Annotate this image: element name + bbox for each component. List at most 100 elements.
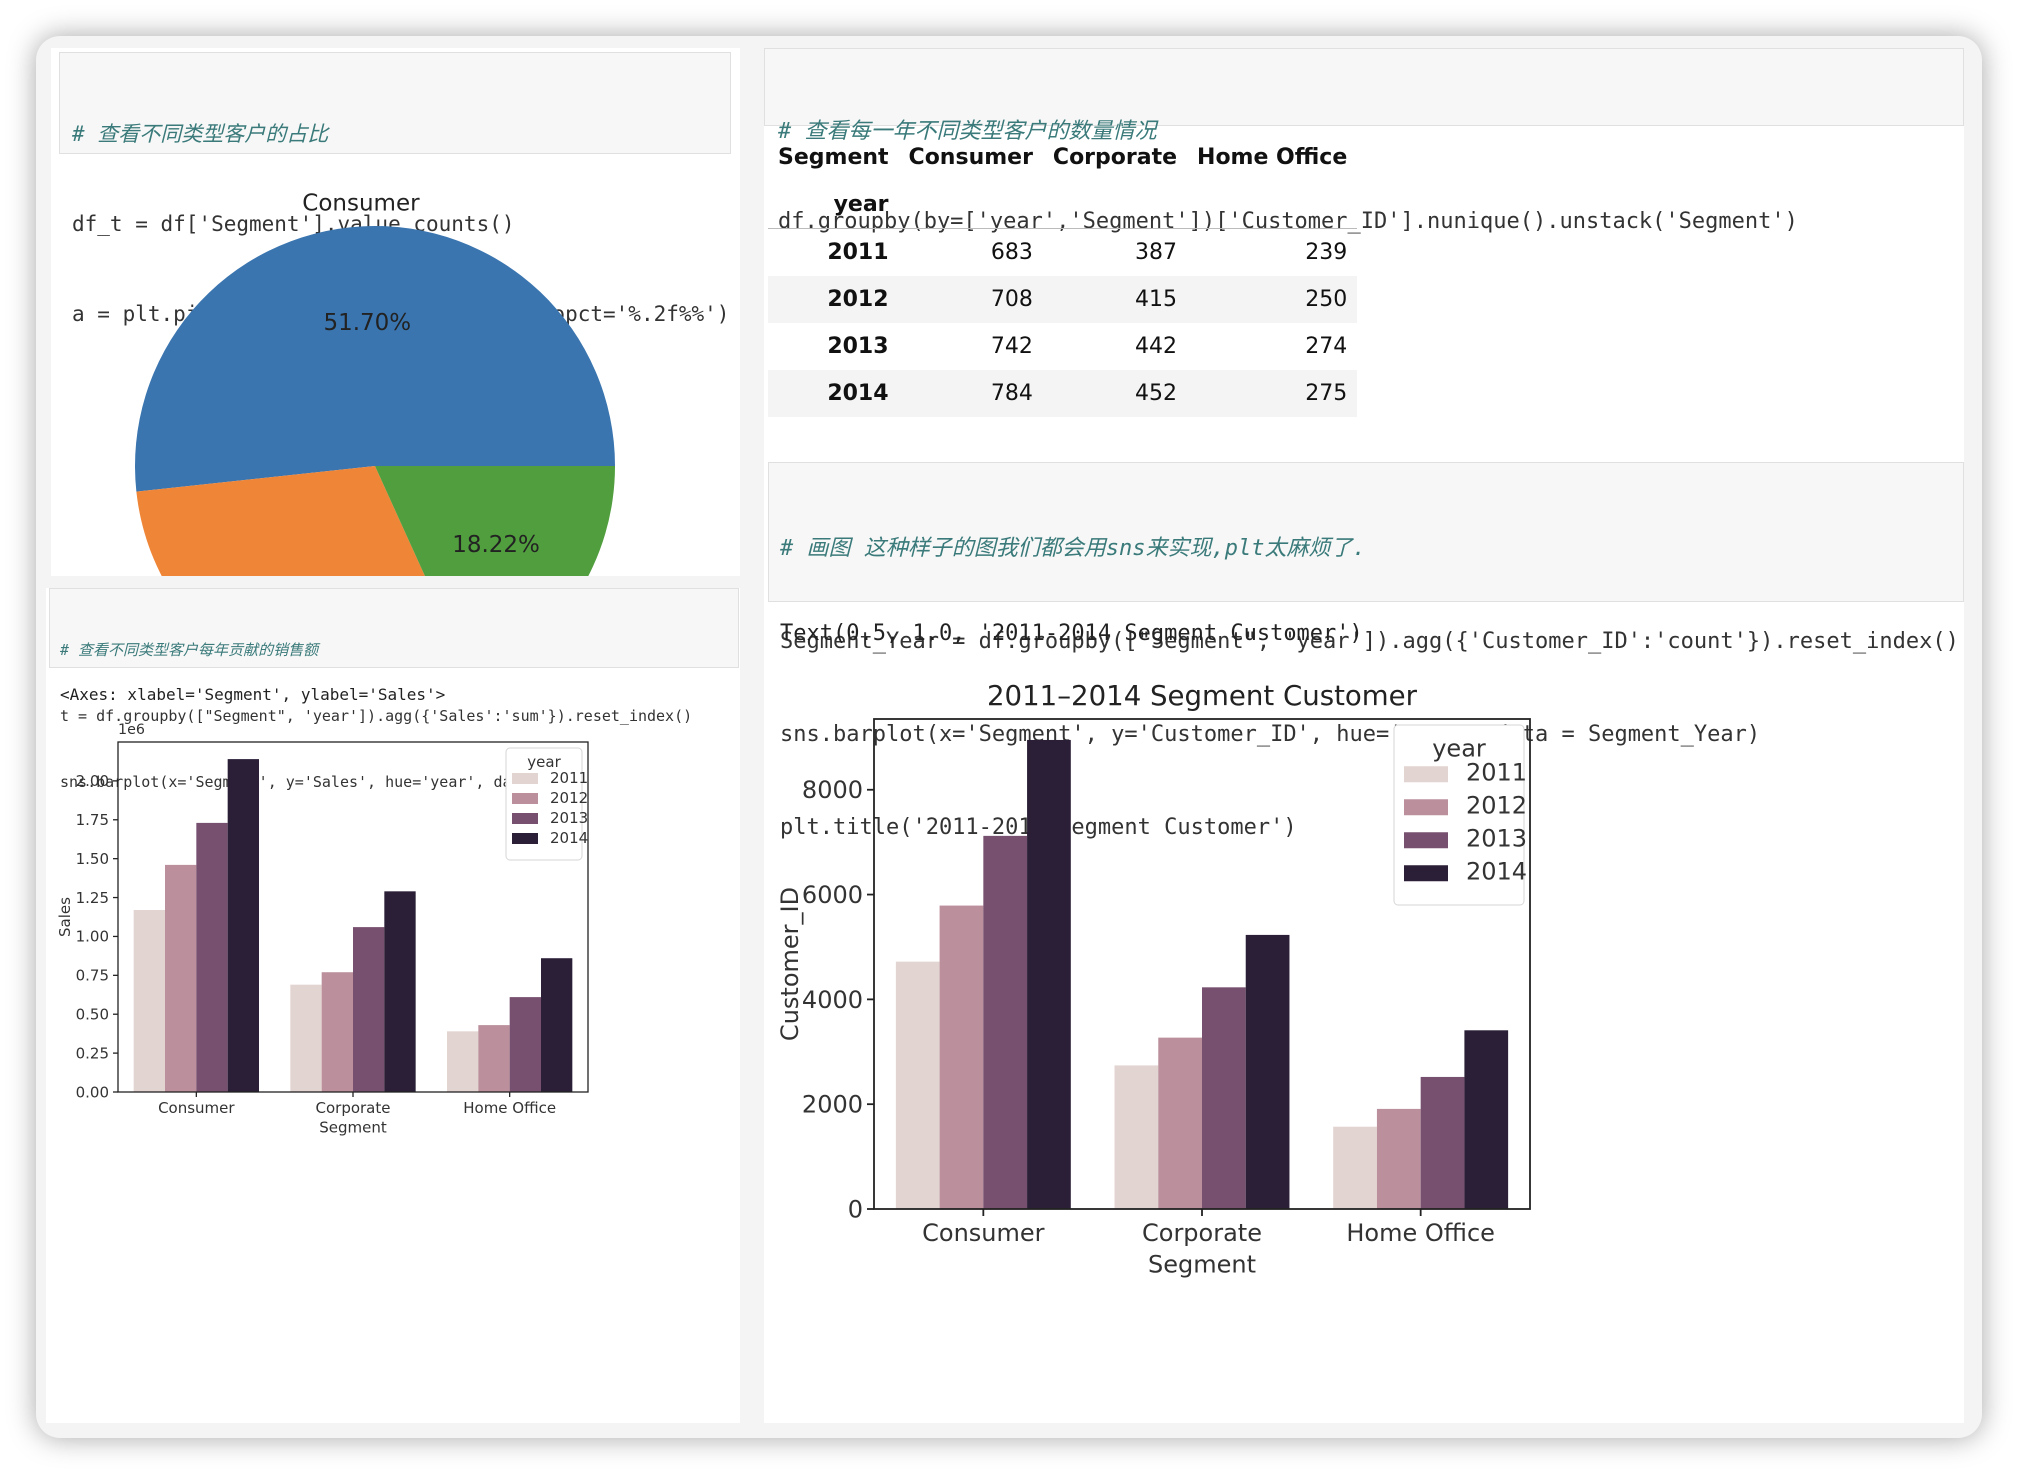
bar (133, 910, 165, 1092)
chart-title: 2011–2014 Segment Customer (987, 679, 1418, 712)
segment-pie-chart: 51.70%Consumer30.08%Corporate18.22%Home … (135, 190, 615, 576)
table-cell: 683 (990, 240, 1033, 265)
table-cell: 708 (898, 276, 1043, 323)
bar (1114, 1065, 1159, 1209)
legend-swatch (512, 793, 538, 804)
x-axis-label: Segment (319, 1118, 387, 1136)
table-cell: 415 (1042, 276, 1188, 323)
legend-label: 2013 (1466, 825, 1527, 853)
code-line: Segment_Year = df.groupby(["Segment", 'y… (780, 629, 1959, 654)
y-tick-label: 1.50 (76, 850, 109, 868)
customers-bar-chart: 0 2000 4000 6000 8000 Consumer Corporate Home O… (776, 679, 1531, 1278)
y-tick-label: 1.75 (76, 811, 109, 829)
y-tick-label: 1.00 (76, 928, 109, 946)
row-index: 2014 (768, 370, 899, 417)
table-cell: 742 (990, 334, 1033, 359)
columns-header: Segment (778, 145, 889, 170)
x-tick-label: Home Office (1346, 1219, 1495, 1247)
bar (447, 1031, 479, 1092)
bar (1376, 1108, 1421, 1209)
bar (1158, 1037, 1202, 1209)
customers-code-block[interactable]: # 画图 这种样子的图我们都会用sns来实现,plt太麻烦了. Segment_… (768, 462, 1964, 840)
table-cell: 452 (1042, 370, 1188, 417)
pie-category-label: Consumer (302, 190, 420, 216)
code-line: # 查看不同类型客户每年贡献的销售额 (60, 641, 319, 659)
x-tick-label: Corporate (1142, 1219, 1262, 1247)
legend-label: 2014 (550, 829, 588, 847)
bar (939, 905, 984, 1209)
legend-swatch (512, 833, 538, 844)
x-tick-label: Corporate (316, 1099, 391, 1117)
pie-slice (135, 225, 615, 492)
pie-slice (375, 466, 615, 576)
sales-code-block[interactable]: # 查看不同类型客户每年贡献的销售额 t = df.groupby(["Segm… (49, 588, 739, 791)
table-row: 2011 683 387 239 (768, 229, 1357, 277)
x-axis-label: Segment (1148, 1250, 1256, 1278)
table-cell: 239 (1305, 240, 1348, 265)
legend-label: 2014 (1466, 858, 1527, 886)
sales-bar-chart: 0.00 0.25 0.50 0.75 1.00 1.25 1.50 1.75 2.00 Cons… (56, 722, 589, 1136)
pie-code-block[interactable]: # 查看不同类型客户的占比 df_t = df['Segment'].value… (59, 52, 731, 326)
x-tick-label: Consumer (922, 1219, 1045, 1247)
bar (227, 759, 259, 1092)
pie-percent-label: 18.22% (452, 532, 540, 558)
row-index: 2013 (827, 334, 889, 359)
code-line: df.groupby(by=['year','Segment'])['Custo… (778, 209, 1798, 234)
table-row: 2012 708 415 250 (768, 276, 1358, 323)
legend-swatch (512, 773, 538, 784)
legend-label: 2013 (550, 809, 588, 827)
column-header: Home Office (1197, 145, 1348, 170)
screenshot-frame: # 查看不同类型客户的占比 df_t = df['Segment'].value… (36, 36, 1982, 1438)
right-cells: # 查看每一年不同类型客户的数量情况 df.groupby(by=['year'… (764, 48, 1964, 1423)
customers-output-text: Text(0.5, 1.0, '2011-2014 Segment Custom… (780, 621, 1363, 646)
pie-cell: # 查看不同类型客户的占比 df_t = df['Segment'].value… (51, 48, 740, 576)
bar (478, 1025, 510, 1092)
legend-swatch (1404, 799, 1448, 816)
code-line: plt.title('2011-2014 Segment Customer') (780, 815, 1297, 840)
pie-slice (136, 466, 425, 576)
legend-swatch (1404, 766, 1448, 783)
bar (1333, 1126, 1377, 1209)
bar (509, 997, 541, 1092)
y-tick-label: 0.25 (76, 1044, 109, 1062)
bar (1464, 1030, 1509, 1209)
row-index: 2012 (768, 276, 899, 323)
bar (196, 822, 228, 1092)
table-cell: 274 (1305, 334, 1348, 359)
y-tick-label: 0.00 (76, 1083, 109, 1101)
table-cell: 275 (1187, 370, 1358, 417)
column-header: Consumer (908, 145, 1033, 170)
bar (290, 984, 322, 1092)
scale-label: 1e6 (118, 722, 145, 738)
table-code-block[interactable]: # 查看每一年不同类型客户的数量情况 df.groupby(by=['year'… (764, 48, 1964, 234)
index-name: year (833, 192, 889, 217)
sales-cell: # 查看不同类型客户每年贡献的销售额 t = df.groupby(["Segm… (46, 588, 740, 1423)
bar (321, 972, 353, 1092)
bar (1420, 1076, 1465, 1209)
legend-label: 2011 (1466, 759, 1527, 787)
legend-swatch (1404, 865, 1448, 882)
bar (895, 961, 940, 1209)
legend-label: 2012 (1466, 792, 1527, 820)
table-cell: 250 (1187, 276, 1358, 323)
y-axis-label: Customer_ID (776, 887, 804, 1041)
bar (353, 927, 385, 1092)
bar (1027, 739, 1071, 1209)
code-line: # 查看不同类型客户的占比 (72, 122, 329, 146)
legend-swatch (512, 813, 538, 824)
y-tick-label: 8000 (802, 776, 863, 804)
y-axis-label: Sales (56, 897, 74, 937)
y-tick-label: 1.25 (76, 889, 109, 907)
legend-label: 2011 (550, 769, 588, 787)
y-tick-label: 2000 (802, 1091, 863, 1119)
legend-title: year (1432, 734, 1486, 762)
table-header-row: Segment Consumer Corporate Home Office (768, 134, 1357, 181)
bar (384, 891, 416, 1092)
bar (983, 835, 1028, 1209)
y-tick-label: 0 (848, 1195, 863, 1223)
y-tick-label: 4000 (802, 986, 863, 1014)
table-index-row: year (768, 181, 1358, 229)
y-tick-label: 2.00 (76, 772, 109, 790)
x-tick-label: Consumer (158, 1099, 235, 1117)
y-tick-label: 6000 (802, 881, 863, 909)
